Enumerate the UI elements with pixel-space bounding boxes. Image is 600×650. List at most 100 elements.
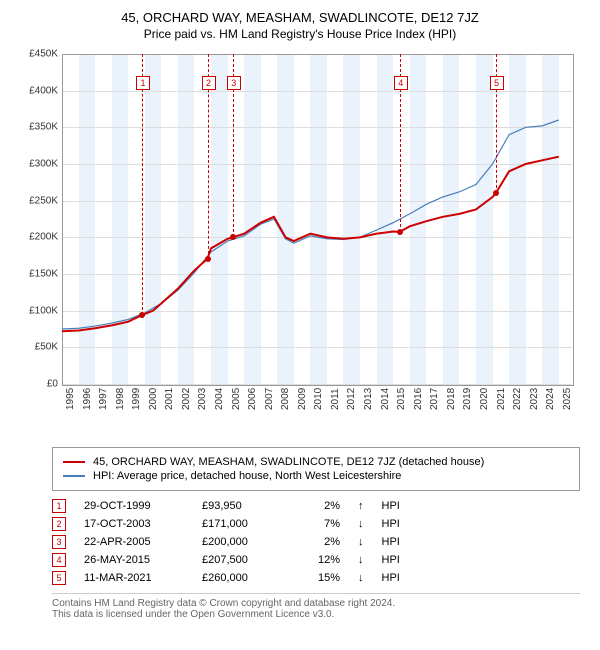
tx-arrow-icon: ↓: [358, 572, 364, 584]
y-tick-label: £400K: [29, 85, 58, 96]
x-tick-label: 2000: [148, 388, 159, 410]
x-tick-label: 2007: [264, 388, 275, 410]
marker-label: 1: [136, 76, 150, 90]
page-title: 45, ORCHARD WAY, MEASHAM, SWADLINCOTE, D…: [10, 10, 590, 25]
x-tick-label: 2025: [562, 388, 573, 410]
table-row: 5 11-MAR-2021 £260,000 15% ↓ HPI: [52, 571, 580, 585]
x-tick-label: 2015: [396, 388, 407, 410]
tx-date: 26-MAY-2015: [84, 554, 184, 566]
table-row: 2 17-OCT-2003 £171,000 7% ↓ HPI: [52, 517, 580, 531]
x-tick-label: 1996: [82, 388, 93, 410]
tx-rel: HPI: [382, 572, 400, 584]
legend-swatch: [63, 461, 85, 463]
tx-price: £260,000: [202, 572, 282, 584]
transaction-table: 1 29-OCT-1999 £93,950 2% ↑ HPI 2 17-OCT-2003 £17…: [52, 499, 580, 585]
x-tick-label: 2006: [247, 388, 258, 410]
legend-label: HPI: Average price, detached house, Nort…: [93, 470, 401, 482]
x-tick-label: 1997: [98, 388, 109, 410]
tx-price: £171,000: [202, 518, 282, 530]
tx-price: £93,950: [202, 500, 282, 512]
x-tick-label: 2002: [181, 388, 192, 410]
legend: 45, ORCHARD WAY, MEASHAM, SWADLINCOTE, D…: [52, 447, 580, 491]
tx-date: 29-OCT-1999: [84, 500, 184, 512]
x-tick-label: 2001: [164, 388, 175, 410]
tx-marker: 4: [52, 553, 66, 567]
series-hpi: [62, 120, 559, 329]
x-tick-label: 2014: [380, 388, 391, 410]
tx-pct: 12%: [300, 554, 340, 566]
footer-line: This data is licensed under the Open Gov…: [52, 609, 580, 620]
tx-marker: 2: [52, 517, 66, 531]
x-tick-label: 2003: [197, 388, 208, 410]
tx-date: 17-OCT-2003: [84, 518, 184, 530]
x-tick-label: 2012: [346, 388, 357, 410]
marker-label: 2: [202, 76, 216, 90]
y-tick-label: £350K: [29, 122, 58, 133]
x-tick-label: 1998: [115, 388, 126, 410]
tx-pct: 7%: [300, 518, 340, 530]
y-tick-label: £250K: [29, 195, 58, 206]
series-property: [62, 157, 559, 332]
tx-arrow-icon: ↑: [358, 500, 364, 512]
page-subtitle: Price paid vs. HM Land Registry's House …: [10, 27, 590, 41]
marker-label: 5: [490, 76, 504, 90]
legend-item: 45, ORCHARD WAY, MEASHAM, SWADLINCOTE, D…: [63, 456, 569, 468]
x-tick-label: 2008: [280, 388, 291, 410]
x-tick-label: 2020: [479, 388, 490, 410]
x-tick-label: 2013: [363, 388, 374, 410]
x-tick-label: 2010: [313, 388, 324, 410]
tx-rel: HPI: [382, 536, 400, 548]
tx-marker: 5: [52, 571, 66, 585]
x-tick-label: 2017: [429, 388, 440, 410]
x-tick-label: 2019: [462, 388, 473, 410]
tx-arrow-icon: ↓: [358, 536, 364, 548]
marker-label: 4: [394, 76, 408, 90]
marker-dot: [139, 312, 145, 318]
marker-dot: [397, 229, 403, 235]
tx-rel: HPI: [382, 518, 400, 530]
x-tick-label: 2011: [330, 388, 341, 410]
marker-label: 3: [227, 76, 241, 90]
footer-line: Contains HM Land Registry data © Crown c…: [52, 598, 580, 609]
x-tick-label: 2016: [413, 388, 424, 410]
table-row: 1 29-OCT-1999 £93,950 2% ↑ HPI: [52, 499, 580, 513]
x-tick-label: 2009: [297, 388, 308, 410]
x-tick-label: 2024: [545, 388, 556, 410]
y-tick-label: £150K: [29, 269, 58, 280]
x-tick-label: 2004: [214, 388, 225, 410]
tx-pct: 2%: [300, 536, 340, 548]
x-tick-label: 1995: [65, 388, 76, 410]
tx-pct: 15%: [300, 572, 340, 584]
x-tick-label: 1999: [131, 388, 142, 410]
x-tick-label: 2022: [512, 388, 523, 410]
tx-arrow-icon: ↓: [358, 518, 364, 530]
y-tick-label: £50K: [35, 342, 58, 353]
y-tick-label: £300K: [29, 159, 58, 170]
tx-marker: 3: [52, 535, 66, 549]
y-tick-label: £450K: [29, 49, 58, 60]
marker-dot: [205, 256, 211, 262]
table-row: 4 26-MAY-2015 £207,500 12% ↓ HPI: [52, 553, 580, 567]
x-tick-label: 2023: [529, 388, 540, 410]
y-tick-label: £0: [47, 379, 58, 390]
tx-price: £200,000: [202, 536, 282, 548]
legend-label: 45, ORCHARD WAY, MEASHAM, SWADLINCOTE, D…: [93, 456, 484, 468]
tx-date: 22-APR-2005: [84, 536, 184, 548]
tx-marker: 1: [52, 499, 66, 513]
tx-rel: HPI: [382, 500, 400, 512]
tx-arrow-icon: ↓: [358, 554, 364, 566]
marker-dot: [230, 234, 236, 240]
x-tick-label: 2021: [496, 388, 507, 410]
x-tick-label: 2018: [446, 388, 457, 410]
x-tick-label: 2005: [231, 388, 242, 410]
tx-date: 11-MAR-2021: [84, 572, 184, 584]
tx-price: £207,500: [202, 554, 282, 566]
y-tick-label: £200K: [29, 232, 58, 243]
tx-rel: HPI: [382, 554, 400, 566]
marker-dot: [493, 190, 499, 196]
y-tick-label: £100K: [29, 305, 58, 316]
legend-item: HPI: Average price, detached house, Nort…: [63, 470, 569, 482]
tx-pct: 2%: [300, 500, 340, 512]
table-row: 3 22-APR-2005 £200,000 2% ↓ HPI: [52, 535, 580, 549]
footer: Contains HM Land Registry data © Crown c…: [52, 593, 580, 620]
